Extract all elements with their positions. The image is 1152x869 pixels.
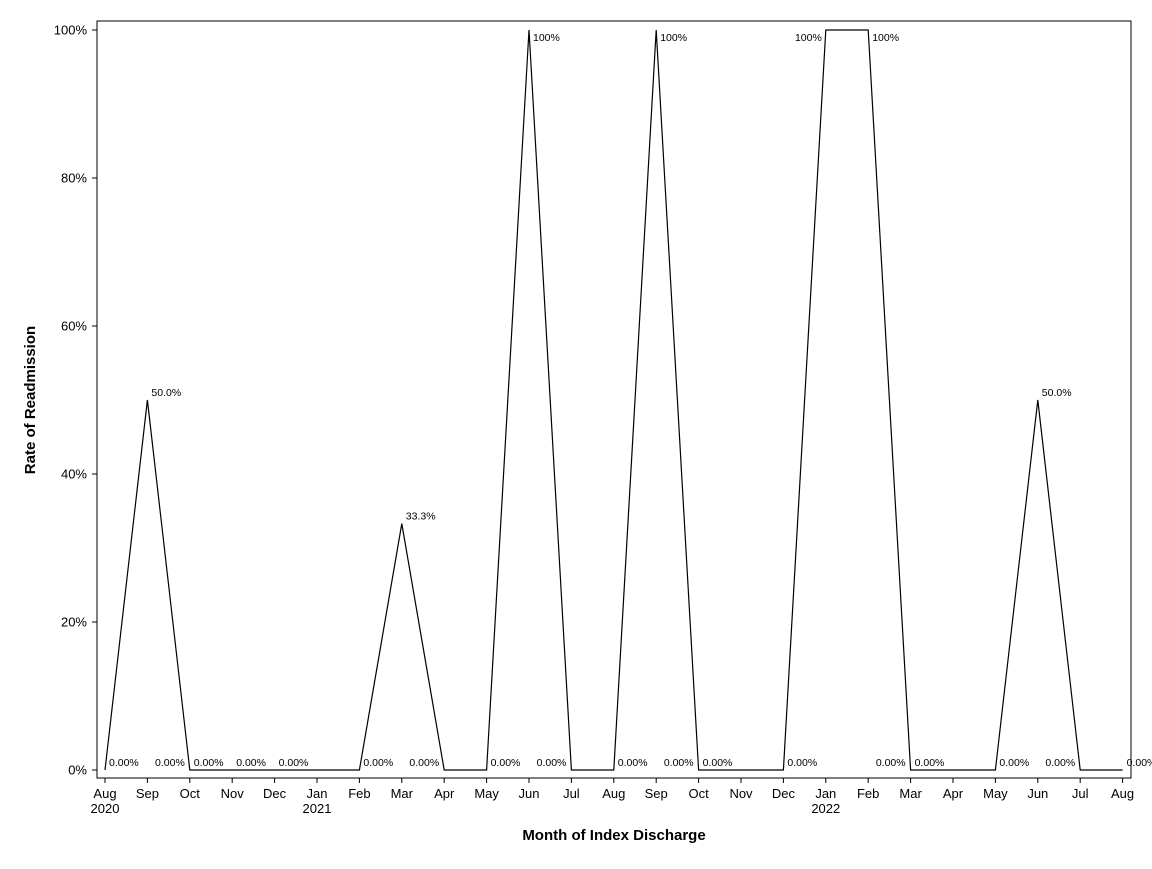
y-tick-label: 60%	[61, 319, 87, 334]
x-tick-label: Jul	[1072, 786, 1089, 801]
data-label: 0.00%	[1045, 757, 1075, 769]
x-tick-label: Jun	[519, 786, 540, 801]
x-tick-label: Jun	[1027, 786, 1048, 801]
x-tick-label: Jul	[563, 786, 580, 801]
data-label: 0.00%	[537, 757, 567, 769]
y-axis: 0% 20% 40% 60% 80% 100%	[54, 23, 97, 778]
x-tick-label: Apr	[434, 786, 455, 801]
y-tick-label: 80%	[61, 171, 87, 186]
y-tick-label: 40%	[61, 467, 87, 482]
x-tick-label: Apr	[943, 786, 964, 801]
data-label: 100%	[660, 32, 687, 44]
data-label: 33.3%	[406, 511, 436, 523]
y-tick-label: 20%	[61, 615, 87, 630]
x-axis-title: Month of Index Discharge	[522, 827, 705, 844]
data-label: 100%	[872, 32, 899, 44]
data-label: 0.00%	[1127, 757, 1152, 769]
data-label: 0.00%	[491, 757, 521, 769]
data-label: 0.00%	[409, 757, 439, 769]
x-tick-label: Nov	[729, 786, 753, 801]
data-label-layer: 0.00% 50.0% 0.00% 0.00% 0.00% 0.00% 0.00% 33.3%…	[109, 32, 1152, 769]
x-tick-label: Sep	[645, 786, 668, 801]
data-label: 0.00%	[236, 757, 266, 769]
data-label: 50.0%	[151, 387, 181, 399]
data-label: 0.00%	[109, 757, 139, 769]
y-axis-title: Rate of Readmission	[22, 326, 39, 474]
data-label: 100%	[795, 32, 822, 44]
data-label: 0.00%	[618, 757, 648, 769]
x-tick-label: Mar	[899, 786, 922, 801]
x-tick-label: May	[474, 786, 499, 801]
x-tick-label: Oct	[180, 786, 201, 801]
x-year-label: 2021	[303, 801, 332, 816]
y-tick-label: 0%	[68, 763, 87, 778]
series-line	[104, 29, 1123, 771]
plot-frame	[96, 20, 1132, 779]
data-label: 0.00%	[279, 757, 309, 769]
x-tick-label: Aug	[93, 786, 116, 801]
x-year-label: 2022	[811, 801, 840, 816]
x-year-label: 2020	[91, 801, 120, 816]
data-label: 0.00%	[155, 757, 185, 769]
x-tick-label: Jan	[307, 786, 328, 801]
x-tick-label: Mar	[391, 786, 414, 801]
x-tick-label: Oct	[688, 786, 709, 801]
data-label: 0.00%	[999, 757, 1029, 769]
x-tick-label: Jan	[815, 786, 836, 801]
data-label: 0.00%	[787, 757, 817, 769]
x-tick-label: Sep	[136, 786, 159, 801]
data-label: 0.00%	[664, 757, 694, 769]
data-label: 100%	[533, 32, 560, 44]
data-label: 50.0%	[1042, 387, 1072, 399]
x-tick-label: Dec	[263, 786, 287, 801]
x-tick-label: Aug	[1111, 786, 1134, 801]
y-tick-label: 100%	[54, 23, 88, 38]
x-tick-label: Feb	[348, 786, 370, 801]
data-label: 0.00%	[703, 757, 733, 769]
data-label: 0.00%	[194, 757, 224, 769]
x-tick-label: Aug	[602, 786, 625, 801]
data-label: 0.00%	[363, 757, 393, 769]
x-tick-label: May	[983, 786, 1008, 801]
series-layer	[104, 29, 1123, 771]
data-label: 0.00%	[876, 757, 906, 769]
data-label: 0.00%	[915, 757, 945, 769]
x-tick-label: Dec	[772, 786, 796, 801]
x-tick-label: Feb	[857, 786, 879, 801]
x-tick-label: Nov	[221, 786, 245, 801]
